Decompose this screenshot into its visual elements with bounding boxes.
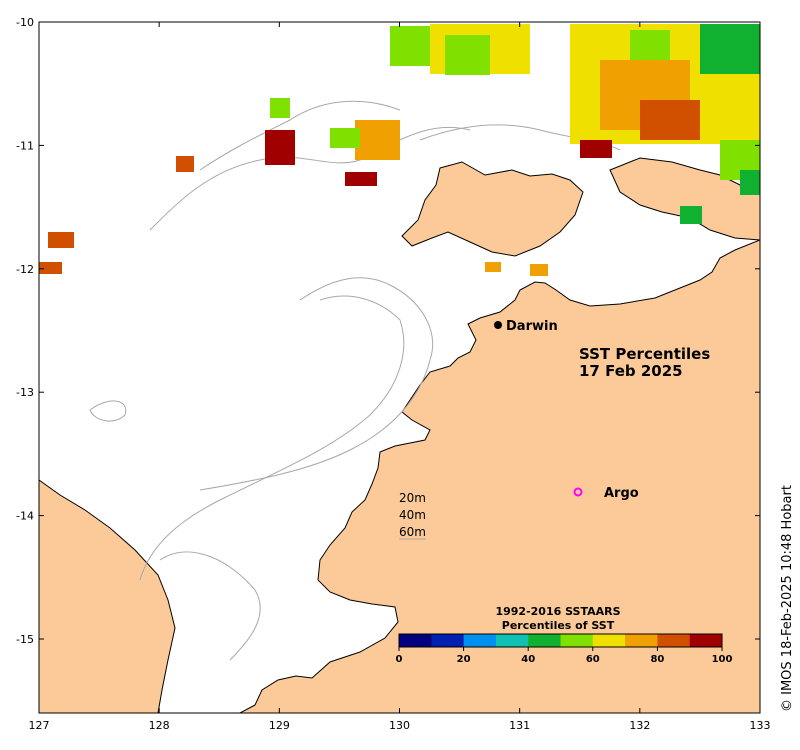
- darwin-marker: [494, 321, 502, 329]
- x-tick-label: 128: [149, 719, 170, 732]
- colorbar-label: 40: [521, 654, 535, 665]
- map-title: SST Percentiles: [579, 345, 710, 363]
- colorbar-swatch: [657, 634, 691, 647]
- colorbar-swatches: [398, 633, 723, 648]
- colorbar-swatch: [431, 634, 465, 647]
- colorbar-swatch: [463, 634, 497, 647]
- colorbar-title: 1992-2016 SSTAARS: [495, 605, 620, 618]
- colorbar-swatch: [625, 634, 658, 647]
- darwin-label: Darwin: [506, 319, 558, 334]
- y-tick-label: -12: [16, 263, 34, 276]
- colorbar-frame: [398, 633, 723, 648]
- colorbar-subtitle: Percentiles of SST: [502, 619, 615, 632]
- melville-island: [401, 161, 584, 257]
- y-axis: -10 -11 -12 -13 -14 -15: [16, 16, 760, 646]
- x-axis: 127 128 129 130 131 132 133: [29, 22, 771, 732]
- colorbar-swatch: [528, 634, 561, 647]
- mainland-landmass: [239, 239, 760, 713]
- colorbar-label: 0: [396, 654, 403, 665]
- contour-legend-40m: 40m: [399, 508, 426, 522]
- colorbar-swatch: [560, 634, 594, 647]
- x-tick-label: 132: [629, 719, 650, 732]
- colorbar-label: 100: [712, 654, 733, 665]
- y-tick-label: -10: [16, 16, 34, 29]
- colorbar-swatch: [689, 634, 723, 647]
- y-tick-label: -15: [16, 633, 34, 646]
- x-tick-label: 127: [29, 719, 50, 732]
- contour-legend: 20m 40m 60m: [399, 491, 426, 540]
- colorbar-swatch: [399, 634, 432, 647]
- x-tick-label: 130: [389, 719, 410, 732]
- x-tick-label: 131: [509, 719, 530, 732]
- colorbar-label: 20: [457, 654, 471, 665]
- y-tick-label: -14: [16, 510, 34, 523]
- x-tick-label: 129: [269, 719, 290, 732]
- y-tick-label: -11: [16, 139, 34, 152]
- colorbar-swatch: [495, 634, 529, 647]
- contour-legend-60m: 60m: [399, 525, 426, 539]
- y-tick-label: -13: [16, 386, 34, 399]
- contour-legend-20m: 20m: [399, 491, 426, 505]
- map-date: 17 Feb 2025: [579, 362, 683, 380]
- colorbar-swatch: [592, 634, 626, 647]
- colorbar-label: 80: [650, 654, 664, 665]
- x-tick-label: 133: [750, 719, 771, 732]
- argo-marker: [573, 487, 583, 497]
- colorbar-labels: 0 20 40 60 80 100: [396, 647, 733, 665]
- argo-label: Argo: [604, 486, 639, 501]
- credit-text: © IMOS 18-Feb-2025 10:48 Hobart: [780, 485, 795, 712]
- western-landmass: [39, 479, 176, 713]
- sst-percentile-pixels: [39, 24, 760, 276]
- colorbar-label: 60: [586, 654, 600, 665]
- colorbar: 1992-2016 SSTAARS Percentiles of SST 0 20…: [396, 605, 733, 665]
